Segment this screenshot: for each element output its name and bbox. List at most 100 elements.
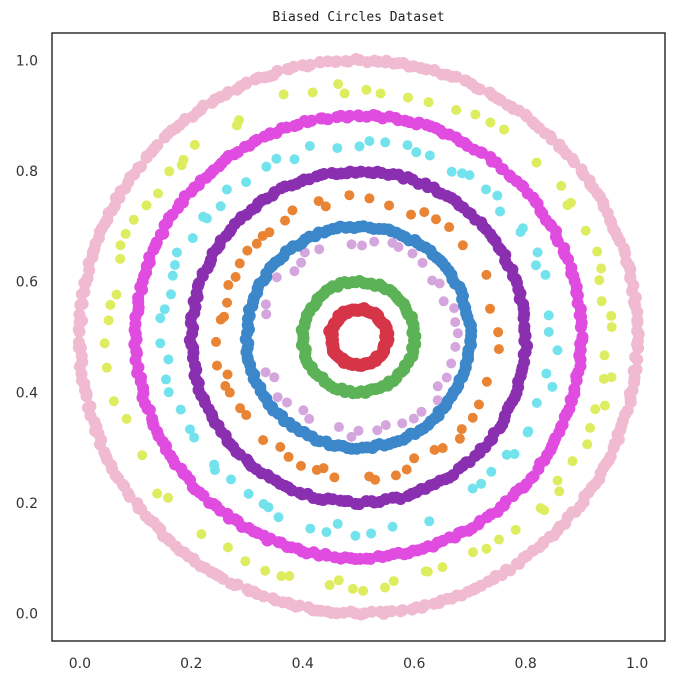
- data-point: [314, 244, 325, 255]
- data-point: [576, 333, 589, 346]
- data-point: [260, 367, 271, 378]
- data-point: [280, 215, 291, 226]
- data-point: [240, 556, 251, 567]
- y-tick-labels: 0.0 0.2 0.4 0.6 0.8 1.0: [16, 54, 38, 623]
- data-point: [387, 521, 398, 532]
- series-ring-6: [155, 136, 563, 541]
- data-point: [387, 237, 398, 248]
- data-point: [101, 362, 112, 373]
- data-point: [330, 111, 343, 124]
- data-point: [243, 488, 254, 499]
- data-point: [222, 297, 233, 308]
- data-point: [464, 335, 477, 348]
- data-point: [287, 205, 298, 216]
- data-point: [196, 529, 207, 540]
- data-point: [313, 55, 326, 68]
- data-point: [346, 239, 357, 250]
- data-point: [198, 211, 209, 222]
- data-point: [390, 470, 401, 481]
- data-point: [554, 486, 565, 497]
- data-point: [169, 259, 180, 270]
- data-point: [599, 400, 610, 411]
- data-point: [437, 443, 448, 454]
- data-point: [261, 161, 272, 172]
- data-point: [596, 263, 607, 274]
- data-point: [599, 350, 610, 361]
- data-point: [480, 184, 491, 195]
- data-point: [401, 464, 412, 475]
- data-point: [242, 245, 253, 256]
- data-point: [307, 87, 318, 98]
- data-point: [108, 396, 119, 407]
- plot-frame: [51, 32, 666, 642]
- data-point: [409, 453, 420, 464]
- data-point: [380, 137, 391, 148]
- data-point: [446, 166, 457, 177]
- data-point: [411, 147, 422, 158]
- data-point: [209, 465, 220, 476]
- data-point: [585, 422, 596, 433]
- data-point: [189, 432, 200, 443]
- data-point: [128, 214, 139, 225]
- data-point: [424, 150, 435, 161]
- data-point: [321, 527, 332, 538]
- data-point: [423, 97, 434, 108]
- data-point: [137, 450, 148, 461]
- data-point: [99, 338, 110, 349]
- data-point: [543, 326, 554, 337]
- data-point: [532, 247, 543, 258]
- data-point: [408, 334, 421, 347]
- data-point: [269, 372, 280, 383]
- data-point: [495, 206, 506, 217]
- data-point: [396, 604, 409, 617]
- data-point: [159, 304, 170, 315]
- data-point: [320, 201, 331, 212]
- data-point: [224, 387, 235, 398]
- data-point: [582, 439, 593, 450]
- series-ring-0: [323, 302, 395, 372]
- data-point: [552, 475, 563, 486]
- data-point: [298, 405, 309, 416]
- series-ring-4: [211, 190, 504, 485]
- data-point: [454, 433, 465, 444]
- data-point: [73, 325, 86, 338]
- data-point: [115, 253, 126, 264]
- data-point: [74, 298, 87, 311]
- data-point: [517, 223, 528, 234]
- data-point: [432, 395, 443, 406]
- data-point: [473, 399, 484, 410]
- data-point: [432, 381, 443, 392]
- data-point: [211, 336, 222, 347]
- data-point: [324, 580, 335, 591]
- data-point: [235, 403, 246, 414]
- data-point: [258, 435, 269, 446]
- series-ring-2: [260, 236, 463, 442]
- data-point: [163, 387, 174, 398]
- data-point: [419, 207, 430, 218]
- data-point: [476, 478, 487, 489]
- data-point: [304, 141, 315, 151]
- data-point: [171, 247, 182, 258]
- data-point: [234, 258, 245, 269]
- data-point: [467, 483, 478, 494]
- x-tick-label: 1.0: [626, 656, 648, 672]
- data-point: [350, 530, 361, 541]
- data-point: [369, 236, 380, 247]
- data-point: [385, 605, 398, 618]
- data-point: [120, 228, 131, 239]
- data-point: [422, 566, 433, 577]
- data-point: [606, 372, 617, 383]
- data-point: [567, 456, 578, 467]
- data-point: [103, 315, 114, 326]
- data-point: [278, 89, 289, 100]
- data-point: [464, 170, 475, 181]
- data-point: [272, 392, 283, 403]
- data-point: [457, 240, 468, 251]
- data-point: [483, 86, 496, 99]
- data-point: [231, 578, 244, 591]
- data-point: [271, 153, 282, 164]
- data-point: [329, 472, 340, 483]
- data-point: [339, 55, 352, 68]
- data-point: [485, 303, 496, 314]
- data-point: [187, 233, 198, 244]
